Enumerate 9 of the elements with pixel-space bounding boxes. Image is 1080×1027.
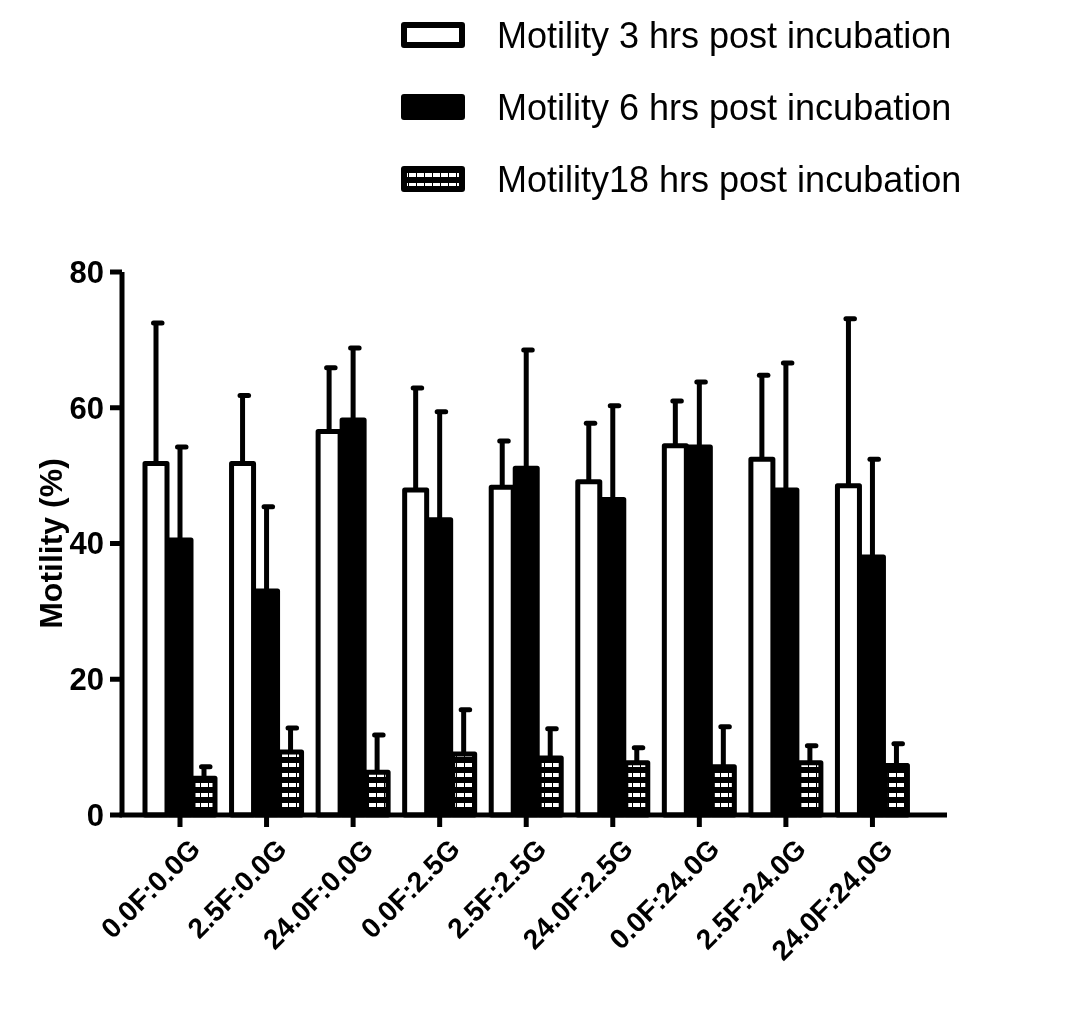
legend-label: Motility18 hrs post incubation <box>497 158 962 200</box>
y-tick-label: 80 <box>69 254 104 290</box>
y-tick-label: 0 <box>86 797 104 833</box>
y-tick-label: 60 <box>69 390 104 426</box>
legend-label: Motility 3 hrs post incubation <box>497 14 952 56</box>
y-tick-label: 40 <box>69 526 104 562</box>
y-tick-label: 20 <box>69 662 104 698</box>
legend-label: Motility 6 hrs post incubation <box>497 86 952 128</box>
y-axis-title: Motility (%) <box>33 458 69 629</box>
